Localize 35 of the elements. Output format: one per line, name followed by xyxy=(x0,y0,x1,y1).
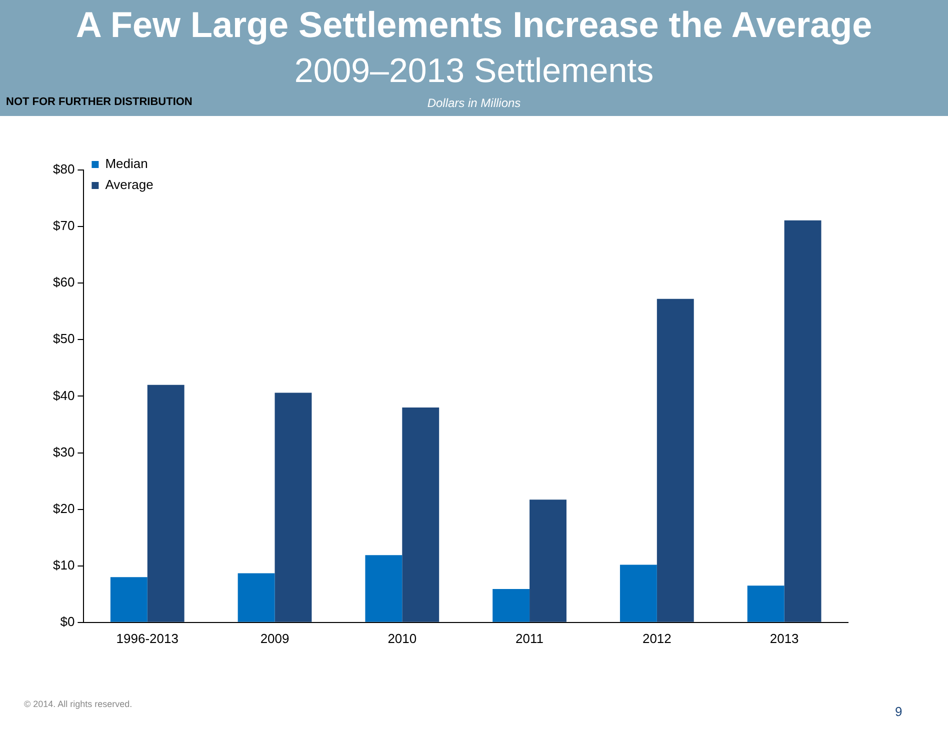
y-tick-label: $50 xyxy=(52,331,75,346)
chart-subtitle: 2009–2013 Settlements xyxy=(293,52,655,91)
bar xyxy=(365,555,402,622)
legend-label: Median xyxy=(105,156,148,172)
y-tick-label: $20 xyxy=(52,500,75,516)
y-tick-label: $10 xyxy=(52,557,75,572)
y-axis-title: Dollars in Millions xyxy=(427,96,521,110)
y-tick-label: $30 xyxy=(52,444,75,460)
bar xyxy=(784,220,822,622)
y-tick-label: $60 xyxy=(52,274,75,290)
bar xyxy=(620,564,657,622)
x-tick-label: 2013 xyxy=(770,630,799,646)
text: © 2014. All rights reserved. xyxy=(24,699,132,709)
y-tick-label: $70 xyxy=(52,218,75,234)
bar xyxy=(530,500,566,622)
x-tick-label: 1996-2013 xyxy=(116,630,178,646)
bar xyxy=(747,586,784,622)
text: NOT FOR FURTHER DISTRIBUTION xyxy=(6,96,192,108)
bar xyxy=(402,408,440,622)
text: 9 xyxy=(895,704,902,719)
bar xyxy=(238,573,275,622)
y-tick-label: $80 xyxy=(52,162,75,177)
x-tick-label: 2011 xyxy=(516,630,544,646)
x-tick-label: 2012 xyxy=(642,630,672,646)
x-tick-label: 2010 xyxy=(388,630,417,646)
legend-label: Average xyxy=(105,177,154,192)
y-tick-label: $40 xyxy=(52,388,75,403)
chart-title: A Few Large Settlements Increase the Average xyxy=(74,4,874,46)
bar xyxy=(110,577,148,622)
bar xyxy=(656,298,694,622)
bar xyxy=(147,384,184,622)
bar xyxy=(492,589,530,622)
y-tick-label: $0 xyxy=(60,614,75,629)
x-tick-label: 2009 xyxy=(260,630,290,646)
bar xyxy=(274,392,312,622)
